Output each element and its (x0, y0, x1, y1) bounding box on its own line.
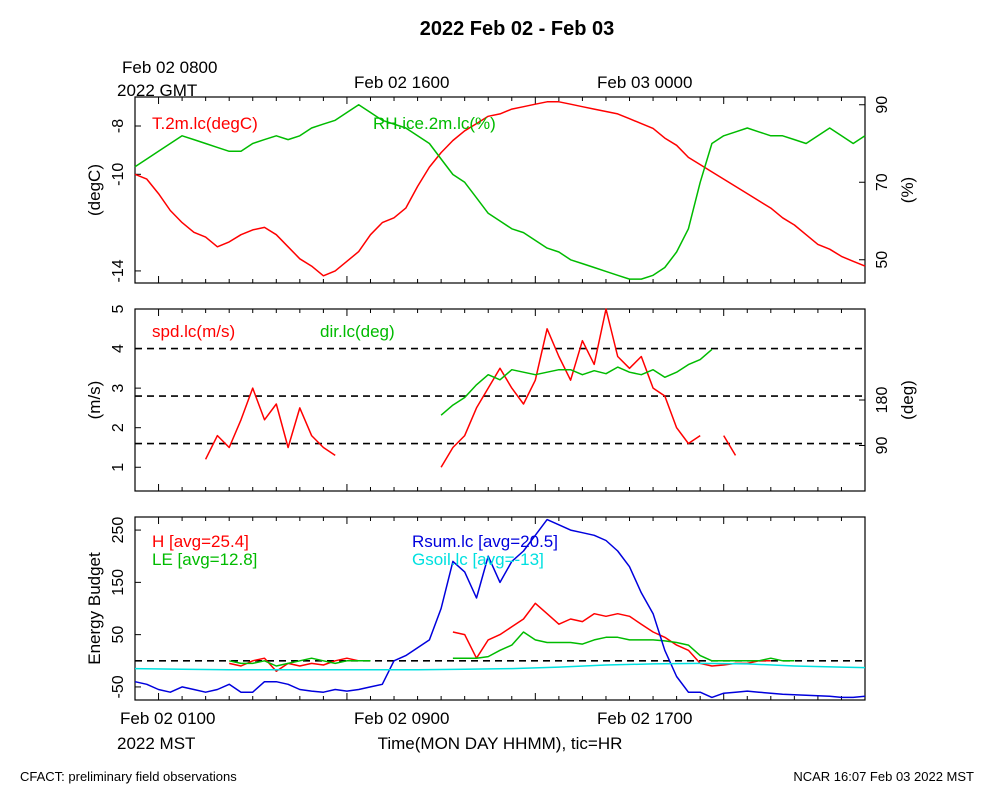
series-line-rsum-lc (134, 518, 866, 699)
top-time-label-2: Feb 02 1600 (354, 73, 449, 92)
legend-rh-ice-2m-lc: RH.ice.2m.lc(%) (373, 114, 496, 133)
y-tick-label-right: 70 (874, 173, 891, 191)
legend-le: LE [avg=12.8] (152, 550, 257, 569)
y-axis-label-right: (deg) (898, 380, 917, 420)
legend-dir-lc-deg: dir.lc(deg) (320, 322, 395, 341)
legend-t-2m-lc-degc: T.2m.lc(degC) (152, 114, 258, 133)
y-tick-label-left: -50 (110, 675, 127, 698)
series-line-rh-ice-2m-lc (134, 104, 866, 280)
top-time-label-1: 2022 GMT (117, 81, 197, 100)
series-line-h (229, 602, 771, 672)
footer-left: CFACT: preliminary field observations (20, 769, 237, 784)
chart-title: 2022 Feb 02 - Feb 03 (420, 18, 615, 40)
y-tick-label-left: -10 (110, 163, 127, 186)
legend-spd-lc-m-s: spd.lc(m/s) (152, 322, 235, 341)
y-tick-label-left: 250 (110, 517, 127, 544)
series-line-spd-lc-m-s (204, 308, 737, 468)
series-line-gsoil-lc (134, 662, 866, 671)
panel-3-frame (134, 516, 866, 701)
panel-2-frame (134, 308, 866, 492)
panel-1-frame (134, 96, 866, 284)
y-tick-label-left: -8 (110, 119, 127, 133)
y-tick-label-left: 1 (110, 463, 127, 472)
x-axis-label: Time(MON DAY HHMM), tic=HR (378, 734, 623, 753)
y-tick-label-right: 50 (874, 251, 891, 269)
y-axis-label-left: Energy Budget (85, 552, 104, 665)
y-tick-label-right: 90 (874, 437, 891, 455)
y-tick-label-left: 2 (110, 423, 127, 432)
y-tick-label-left: 150 (110, 569, 127, 596)
series-line-dir-lc-deg (440, 348, 713, 416)
top-time-label-3: Feb 03 0000 (597, 73, 692, 92)
y-tick-label-left: 4 (110, 344, 127, 353)
panel-2: 1 2 3 4 5 90 180 (m/s) (deg) spd.lc(m/s) dir.lc(de… (85, 304, 917, 492)
y-tick-label-right: 90 (874, 96, 891, 114)
y-tick-label-left: 50 (110, 626, 127, 644)
y-tick-label-left: 3 (110, 384, 127, 393)
panel-3: -50 50 150 250 Energy Budget H [avg=25.4]LE [… (85, 516, 866, 701)
footer-right: NCAR 16:07 Feb 03 2022 MST (793, 769, 974, 784)
series-line-t-2m-lc-degc (134, 101, 866, 277)
bottom-time-label-3: Feb 02 1700 (597, 709, 692, 728)
y-axis-label-left: (m/s) (85, 381, 104, 420)
bottom-time-label-2: Feb 02 0900 (354, 709, 449, 728)
legend-gsoil-lc: Gsoil.lc [avg=-13] (412, 550, 544, 569)
y-tick-label-left: 5 (110, 304, 127, 313)
y-tick-label-left: -14 (110, 259, 127, 282)
series-line-le (229, 631, 795, 667)
bottom-time-label-1: 2022 MST (117, 734, 195, 753)
y-tick-label-right: 180 (874, 387, 891, 414)
bottom-time-label-0: Feb 02 0100 (120, 709, 215, 728)
plot-panels: -8 -10 -14 90 70 50 (degC) (%) T.2m.lc(degC) RH.i… (85, 96, 917, 701)
legend-rsum-lc: Rsum.lc [avg=20.5] (412, 532, 558, 551)
legend-h: H [avg=25.4] (152, 532, 249, 551)
panel-1: -8 -10 -14 90 70 50 (degC) (%) T.2m.lc(degC) RH.i… (85, 96, 917, 284)
y-axis-label-right: (%) (898, 177, 917, 203)
y-axis-label-left: (degC) (85, 164, 104, 216)
top-time-label-0: Feb 02 0800 (122, 58, 217, 77)
